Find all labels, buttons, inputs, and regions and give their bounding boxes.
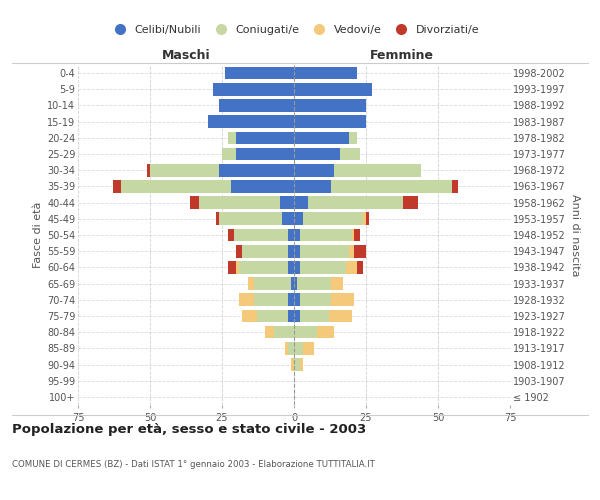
Bar bbox=[219, 164, 294, 176]
Bar bbox=[300, 228, 352, 241]
Bar bbox=[302, 342, 314, 354]
Text: Maschi: Maschi bbox=[161, 49, 211, 62]
Bar bbox=[331, 180, 452, 192]
Bar bbox=[294, 326, 317, 338]
Bar bbox=[294, 228, 300, 241]
Bar bbox=[294, 148, 340, 160]
Bar bbox=[355, 245, 366, 258]
Bar bbox=[288, 261, 294, 274]
Bar bbox=[346, 261, 358, 274]
Bar bbox=[294, 180, 331, 192]
Bar bbox=[294, 261, 300, 274]
Y-axis label: Anni di nascita: Anni di nascita bbox=[570, 194, 580, 276]
Bar bbox=[254, 294, 288, 306]
Bar bbox=[230, 180, 294, 192]
Bar bbox=[294, 132, 349, 144]
Bar bbox=[300, 310, 329, 322]
Bar bbox=[334, 164, 421, 176]
Bar bbox=[294, 83, 372, 96]
Bar bbox=[317, 326, 334, 338]
Bar bbox=[294, 164, 334, 176]
Bar bbox=[294, 358, 300, 371]
Bar bbox=[288, 342, 294, 354]
Y-axis label: Fasce di età: Fasce di età bbox=[32, 202, 43, 268]
Bar bbox=[294, 294, 300, 306]
Bar bbox=[300, 294, 331, 306]
Bar bbox=[297, 278, 331, 290]
Bar bbox=[236, 245, 242, 258]
Bar bbox=[349, 132, 358, 144]
Bar bbox=[233, 228, 288, 241]
Bar bbox=[291, 278, 294, 290]
Bar bbox=[294, 196, 308, 209]
Bar bbox=[265, 326, 274, 338]
Bar bbox=[294, 278, 297, 290]
Bar bbox=[121, 180, 230, 192]
Bar bbox=[294, 310, 300, 322]
Bar bbox=[294, 116, 366, 128]
Bar bbox=[294, 212, 302, 225]
Bar bbox=[228, 132, 236, 144]
Legend: Celibi/Nubili, Coniugati/e, Vedovi/e, Divorziati/e: Celibi/Nubili, Coniugati/e, Vedovi/e, Di… bbox=[106, 23, 482, 38]
Bar bbox=[349, 245, 355, 258]
Bar bbox=[216, 212, 219, 225]
Bar bbox=[352, 228, 355, 241]
Bar bbox=[257, 310, 288, 322]
Bar bbox=[340, 148, 360, 160]
Bar bbox=[363, 212, 366, 225]
Bar bbox=[294, 67, 358, 80]
Bar bbox=[286, 342, 288, 354]
Bar bbox=[228, 261, 236, 274]
Text: Popolazione per età, sesso e stato civile - 2003: Popolazione per età, sesso e stato civil… bbox=[12, 422, 366, 436]
Bar bbox=[228, 228, 233, 241]
Bar bbox=[239, 261, 288, 274]
Bar bbox=[366, 212, 369, 225]
Text: COMUNE DI CERMES (BZ) - Dati ISTAT 1° gennaio 2003 - Elaborazione TUTTITALIA.IT: COMUNE DI CERMES (BZ) - Dati ISTAT 1° ge… bbox=[12, 460, 375, 469]
Bar bbox=[225, 67, 294, 80]
Bar bbox=[190, 196, 199, 209]
Bar bbox=[358, 261, 363, 274]
Bar bbox=[242, 245, 288, 258]
Bar bbox=[294, 342, 302, 354]
Bar bbox=[214, 83, 294, 96]
Bar bbox=[242, 310, 257, 322]
Bar bbox=[147, 164, 150, 176]
Bar bbox=[300, 245, 349, 258]
Bar bbox=[308, 196, 403, 209]
Bar bbox=[300, 358, 302, 371]
Bar bbox=[236, 132, 294, 144]
Bar bbox=[199, 196, 280, 209]
Bar bbox=[236, 148, 294, 160]
Bar bbox=[331, 294, 355, 306]
Bar bbox=[236, 261, 239, 274]
Bar bbox=[274, 326, 294, 338]
Bar bbox=[302, 212, 363, 225]
Bar bbox=[291, 358, 294, 371]
Bar bbox=[355, 228, 360, 241]
Bar bbox=[403, 196, 418, 209]
Bar bbox=[331, 278, 343, 290]
Bar bbox=[452, 180, 458, 192]
Bar bbox=[283, 212, 294, 225]
Bar bbox=[239, 294, 254, 306]
Bar bbox=[300, 261, 346, 274]
Bar bbox=[254, 278, 291, 290]
Bar bbox=[329, 310, 352, 322]
Bar bbox=[294, 245, 300, 258]
Bar bbox=[288, 294, 294, 306]
Bar bbox=[219, 99, 294, 112]
Bar bbox=[222, 148, 236, 160]
Bar bbox=[150, 164, 219, 176]
Bar bbox=[113, 180, 121, 192]
Bar bbox=[288, 245, 294, 258]
Bar bbox=[208, 116, 294, 128]
Text: Femmine: Femmine bbox=[370, 49, 434, 62]
Bar bbox=[294, 99, 366, 112]
Bar bbox=[288, 310, 294, 322]
Bar bbox=[248, 278, 254, 290]
Bar bbox=[219, 212, 283, 225]
Bar bbox=[280, 196, 294, 209]
Bar bbox=[288, 228, 294, 241]
